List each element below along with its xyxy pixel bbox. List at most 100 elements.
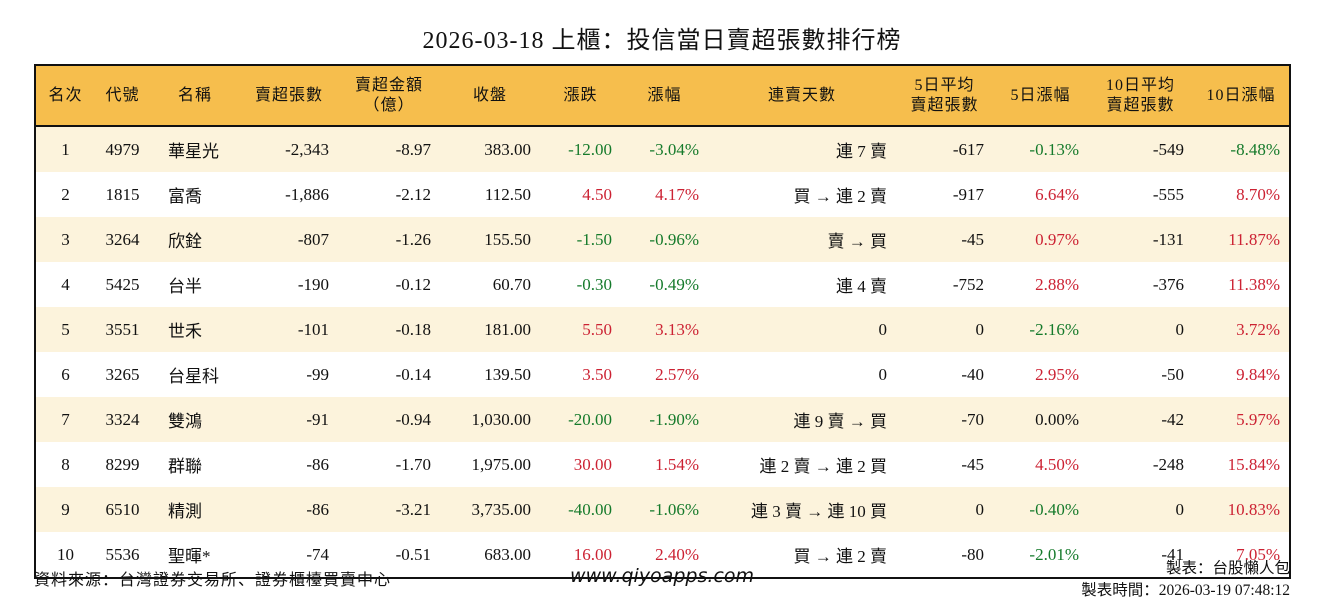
- cell-amount: -0.51: [395, 544, 431, 564]
- col-header-amount: 賣超金額 （億）: [338, 65, 440, 127]
- cell-avg5: -917: [952, 184, 984, 204]
- cell-pct5: -0.40%: [1029, 499, 1079, 519]
- cell-rank: 9: [61, 499, 70, 519]
- cell-pct10: 15.84%: [1227, 454, 1280, 474]
- cell-close: 383.00: [484, 139, 531, 159]
- cell-pct10: 8.70%: [1236, 184, 1280, 204]
- cell-pct5: 2.88%: [1035, 274, 1079, 294]
- cell-close: 181.00: [484, 319, 531, 339]
- cell-name: 世禾: [168, 322, 202, 341]
- cell-code: 3265: [105, 364, 140, 384]
- cell-name: 台星科: [168, 367, 219, 386]
- cell-avg10: -42: [1161, 409, 1184, 429]
- cell-amount: -0.14: [395, 364, 431, 384]
- cell-close: 3,735.00: [471, 499, 532, 519]
- cell-streak: 連 7 賣: [836, 142, 887, 161]
- cell-change-pct: 1.54%: [655, 454, 699, 474]
- cell-change: -40.00: [568, 499, 612, 519]
- cell-change: 3.50: [582, 364, 612, 384]
- cell-close: 112.50: [484, 184, 531, 204]
- col-header-avg5: 5日平均 賣超張數: [896, 65, 993, 127]
- cell-name: 聖暉*: [168, 547, 211, 566]
- cell-net-sell: -86: [306, 454, 329, 474]
- cell-net-sell: -190: [297, 274, 329, 294]
- cell-amount: -1.70: [395, 454, 431, 474]
- cell-streak: 買 → 連 2 賣: [793, 547, 888, 566]
- cell-change: 4.50: [582, 184, 612, 204]
- cell-change-pct: -1.90%: [649, 409, 699, 429]
- footer-credits: 製表：台股懶人包 製表時間：2026-03-19 07:48:12: [1081, 558, 1290, 602]
- cell-close: 1,030.00: [471, 409, 532, 429]
- table-row: 9 6510 精測 -86 -3.21 3,735.00 -40.00 -1.06% 連 3 賣…: [35, 487, 1290, 532]
- cell-change-pct: -1.06%: [649, 499, 699, 519]
- footer-website: www.qiyoapps.com: [570, 565, 754, 587]
- cell-pct10: 11.38%: [1228, 274, 1280, 294]
- cell-close: 139.50: [484, 364, 531, 384]
- cell-streak: 賣 → 買: [827, 232, 888, 251]
- cell-close: 683.00: [484, 544, 531, 564]
- ranking-table: 名次 代號 名稱 賣超張數 賣超金額 （億） 收盤 漲跌 漲幅 連賣天數 5日平均 賣超張數 5日漲…: [34, 64, 1291, 579]
- table-row: 10 5536 聖暉* -74 -0.51 683.00 16.00 2.40% 買 → 連 2…: [35, 532, 1290, 578]
- cell-change-pct: 4.17%: [655, 184, 699, 204]
- cell-close: 155.50: [484, 229, 531, 249]
- cell-avg5: -617: [952, 139, 984, 159]
- cell-streak: 連 4 賣: [836, 277, 887, 296]
- cell-avg10: -131: [1152, 229, 1184, 249]
- cell-change: -1.50: [576, 229, 612, 249]
- col-header-avg10: 10日平均 賣超張數: [1088, 65, 1193, 127]
- cell-rank: 6: [61, 364, 70, 384]
- cell-change: -0.30: [576, 274, 612, 294]
- cell-code: 4979: [105, 139, 140, 159]
- table-row: 7 3324 雙鴻 -91 -0.94 1,030.00 -20.00 -1.90% 連 9 賣…: [35, 397, 1290, 442]
- col-header-net-sell: 賣超張數: [240, 65, 338, 127]
- cell-net-sell: -101: [297, 319, 329, 339]
- table-row: 6 3265 台星科 -99 -0.14 139.50 3.50 2.57% 0 -40 2.95%…: [35, 352, 1290, 397]
- cell-rank: 4: [61, 274, 70, 294]
- cell-rank: 3: [61, 229, 70, 249]
- cell-code: 1815: [105, 184, 140, 204]
- cell-change-pct: -3.04%: [649, 139, 699, 159]
- cell-avg10: -555: [1152, 184, 1184, 204]
- cell-change-pct: -0.49%: [649, 274, 699, 294]
- cell-pct5: 4.50%: [1035, 454, 1079, 474]
- col-header-code: 代號: [95, 65, 150, 127]
- col-header-pct10: 10日漲幅: [1193, 65, 1290, 127]
- cell-code: 5536: [105, 544, 140, 564]
- cell-net-sell: -99: [306, 364, 329, 384]
- cell-pct10: 9.84%: [1236, 364, 1280, 384]
- cell-streak: 連 3 賣 → 連 10 買: [751, 502, 887, 521]
- cell-net-sell: -2,343: [285, 139, 329, 159]
- cell-net-sell: -1,886: [285, 184, 329, 204]
- cell-change-pct: -0.96%: [649, 229, 699, 249]
- cell-avg10: -376: [1152, 274, 1184, 294]
- cell-code: 3264: [105, 229, 140, 249]
- cell-avg5: 0: [975, 499, 985, 519]
- cell-name: 富喬: [168, 187, 202, 206]
- cell-avg5: -752: [952, 274, 984, 294]
- cell-amount: -8.97: [395, 139, 431, 159]
- page-title: 2026-03-18 上櫃：投信當日賣超張數排行榜: [422, 28, 902, 54]
- cell-streak: 連 9 賣 → 買: [793, 412, 888, 431]
- col-header-streak: 連賣天數: [708, 65, 896, 127]
- cell-pct10: 3.72%: [1236, 319, 1280, 339]
- cell-pct10: 11.87%: [1228, 229, 1280, 249]
- cell-pct10: 5.97%: [1236, 409, 1280, 429]
- cell-pct10: 10.83%: [1227, 499, 1280, 519]
- cell-change-pct: 2.40%: [655, 544, 699, 564]
- footer-timestamp: 製表時間：2026-03-19 07:48:12: [1081, 582, 1290, 599]
- table-row: 5 3551 世禾 -101 -0.18 181.00 5.50 3.13% 0 0 -2.16% 0…: [35, 307, 1290, 352]
- cell-pct5: 6.64%: [1035, 184, 1079, 204]
- cell-rank: 8: [61, 454, 70, 474]
- cell-rank: 10: [57, 544, 74, 564]
- cell-name: 群聯: [168, 457, 202, 476]
- cell-change: -12.00: [568, 139, 612, 159]
- col-header-change: 漲跌: [540, 65, 621, 127]
- footer-source: 資料來源：台灣證券交易所、證券櫃檯買賣中心: [34, 572, 392, 589]
- cell-rank: 1: [61, 139, 70, 159]
- table-row: 3 3264 欣銓 -807 -1.26 155.50 -1.50 -0.96% 賣 → 買 -4…: [35, 217, 1290, 262]
- cell-amount: -0.18: [395, 319, 431, 339]
- cell-change: 16.00: [573, 544, 612, 564]
- cell-net-sell: -86: [306, 499, 329, 519]
- cell-streak: 連 2 賣 → 連 2 買: [759, 457, 888, 476]
- table-row: 8 8299 群聯 -86 -1.70 1,975.00 30.00 1.54% 連 2 賣 →…: [35, 442, 1290, 487]
